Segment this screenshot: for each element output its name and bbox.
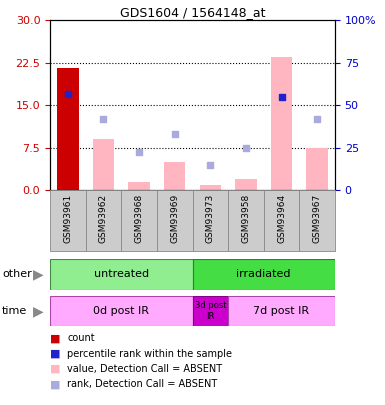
Text: GSM93961: GSM93961 bbox=[64, 194, 72, 243]
Point bbox=[243, 145, 249, 151]
Bar bbox=[264, 190, 300, 251]
Bar bbox=[164, 162, 186, 190]
Text: GSM93968: GSM93968 bbox=[135, 194, 144, 243]
Point bbox=[136, 149, 142, 155]
Text: GSM93958: GSM93958 bbox=[241, 194, 250, 243]
Text: count: count bbox=[67, 333, 95, 343]
Bar bbox=[121, 190, 157, 251]
Text: 3d post
IR: 3d post IR bbox=[194, 301, 226, 320]
Point bbox=[100, 116, 107, 123]
Bar bbox=[50, 296, 192, 326]
Bar bbox=[271, 57, 292, 190]
Bar bbox=[228, 190, 264, 251]
Bar bbox=[192, 190, 228, 251]
Text: GSM93962: GSM93962 bbox=[99, 194, 108, 243]
Bar bbox=[50, 259, 192, 290]
Bar bbox=[306, 148, 328, 190]
Bar bbox=[192, 259, 335, 290]
Text: GSM93969: GSM93969 bbox=[170, 194, 179, 243]
Bar bbox=[192, 296, 228, 326]
Text: GSM93967: GSM93967 bbox=[313, 194, 321, 243]
Point bbox=[65, 91, 71, 97]
Text: irradiated: irradiated bbox=[236, 269, 291, 279]
Point bbox=[207, 162, 213, 168]
Bar bbox=[85, 190, 121, 251]
Point bbox=[278, 94, 285, 100]
Point bbox=[314, 116, 320, 123]
Text: rank, Detection Call = ABSENT: rank, Detection Call = ABSENT bbox=[67, 379, 218, 389]
Bar bbox=[300, 190, 335, 251]
Text: 7d post IR: 7d post IR bbox=[253, 306, 310, 316]
Bar bbox=[157, 190, 192, 251]
Text: 0d post IR: 0d post IR bbox=[93, 306, 149, 316]
Text: ▶: ▶ bbox=[33, 304, 44, 318]
Text: ▶: ▶ bbox=[33, 267, 44, 281]
Text: ■: ■ bbox=[50, 349, 60, 358]
Bar bbox=[235, 179, 257, 190]
Text: untreated: untreated bbox=[94, 269, 149, 279]
Bar bbox=[93, 139, 114, 190]
Bar bbox=[128, 182, 150, 190]
Text: ■: ■ bbox=[50, 364, 60, 374]
Text: GSM93964: GSM93964 bbox=[277, 194, 286, 243]
Title: GDS1604 / 1564148_at: GDS1604 / 1564148_at bbox=[120, 6, 265, 19]
Text: percentile rank within the sample: percentile rank within the sample bbox=[67, 349, 233, 358]
Text: ■: ■ bbox=[50, 333, 60, 343]
Text: GSM93973: GSM93973 bbox=[206, 194, 215, 243]
Bar bbox=[228, 296, 335, 326]
Text: ■: ■ bbox=[50, 379, 60, 389]
Point bbox=[172, 130, 178, 137]
Text: time: time bbox=[2, 306, 27, 316]
Bar bbox=[57, 68, 79, 190]
Bar bbox=[199, 185, 221, 190]
Text: value, Detection Call = ABSENT: value, Detection Call = ABSENT bbox=[67, 364, 223, 374]
Bar bbox=[50, 190, 85, 251]
Text: other: other bbox=[2, 269, 32, 279]
